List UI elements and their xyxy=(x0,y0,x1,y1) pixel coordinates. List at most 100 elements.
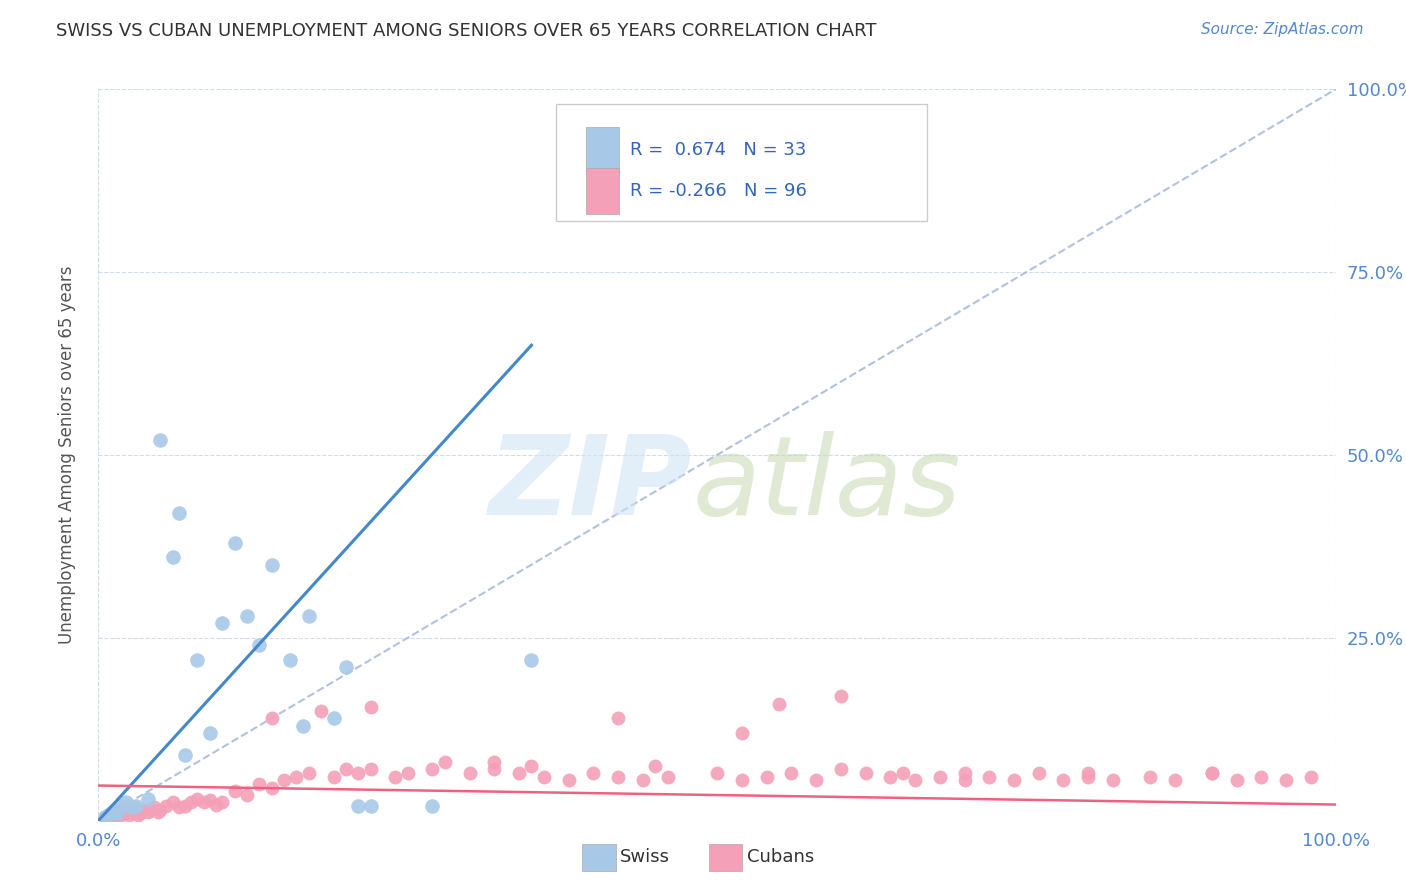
Point xyxy=(118,807,141,822)
Point xyxy=(1164,773,1187,788)
Point xyxy=(174,799,197,814)
Point xyxy=(247,638,270,652)
Point xyxy=(93,810,115,824)
Point xyxy=(298,766,321,780)
Point xyxy=(520,758,543,772)
Point xyxy=(508,766,530,780)
Point xyxy=(347,799,370,814)
Point xyxy=(224,535,246,549)
Point xyxy=(953,766,976,780)
FancyBboxPatch shape xyxy=(586,169,619,214)
Point xyxy=(396,766,419,780)
Point xyxy=(904,773,927,788)
Point xyxy=(360,763,382,777)
Point xyxy=(1028,766,1050,780)
Point xyxy=(260,711,283,725)
Point xyxy=(731,726,754,740)
Point xyxy=(117,803,139,817)
Point xyxy=(167,507,190,521)
Point xyxy=(1201,766,1223,780)
Point xyxy=(278,653,301,667)
Point xyxy=(322,711,344,725)
Point xyxy=(114,805,136,819)
Point xyxy=(110,807,132,822)
Point xyxy=(1299,770,1322,784)
Text: Swiss: Swiss xyxy=(620,848,671,866)
Point xyxy=(360,700,382,714)
Point xyxy=(1201,766,1223,780)
Point xyxy=(136,805,159,819)
Point xyxy=(309,704,332,718)
Text: R =  0.674   N = 33: R = 0.674 N = 33 xyxy=(630,141,807,159)
Point xyxy=(1102,773,1125,788)
Y-axis label: Unemployment Among Seniors over 65 years: Unemployment Among Seniors over 65 years xyxy=(58,266,76,644)
Point xyxy=(1077,770,1099,784)
Point xyxy=(198,793,221,807)
Point xyxy=(93,810,115,824)
Point xyxy=(458,766,481,780)
Point xyxy=(131,805,153,819)
Point xyxy=(273,773,295,788)
Point xyxy=(136,791,159,805)
Point xyxy=(1275,773,1298,788)
Text: SWISS VS CUBAN UNEMPLOYMENT AMONG SENIORS OVER 65 YEARS CORRELATION CHART: SWISS VS CUBAN UNEMPLOYMENT AMONG SENIOR… xyxy=(56,22,877,40)
Point xyxy=(422,763,444,777)
Point xyxy=(103,805,125,819)
Point xyxy=(830,690,852,704)
Point xyxy=(1226,773,1249,788)
Point xyxy=(162,796,184,810)
Point xyxy=(149,803,172,817)
Point xyxy=(484,763,506,777)
Point xyxy=(260,558,283,572)
Point xyxy=(322,770,344,784)
Point xyxy=(768,697,790,711)
Point xyxy=(384,770,406,784)
Point xyxy=(1250,770,1272,784)
Point xyxy=(1139,770,1161,784)
Point xyxy=(236,788,259,802)
Point xyxy=(247,777,270,791)
Point xyxy=(118,799,141,814)
Point xyxy=(112,806,135,821)
Point xyxy=(167,800,190,814)
Point xyxy=(105,803,128,817)
Point xyxy=(205,797,228,812)
Point xyxy=(155,799,177,814)
Point xyxy=(224,784,246,798)
Point xyxy=(143,800,166,814)
Point xyxy=(139,803,162,817)
Point xyxy=(186,653,208,667)
Point xyxy=(186,791,208,805)
Point xyxy=(1077,766,1099,780)
Point xyxy=(657,770,679,784)
Point xyxy=(533,770,555,784)
Point xyxy=(103,803,125,817)
Point xyxy=(557,773,579,788)
Text: ZIP: ZIP xyxy=(489,431,692,538)
Point xyxy=(149,434,172,448)
Point xyxy=(484,755,506,769)
Point xyxy=(105,806,128,821)
Point xyxy=(582,766,605,780)
Point xyxy=(127,807,149,822)
Point xyxy=(105,806,128,821)
Point xyxy=(162,550,184,565)
Point xyxy=(97,807,120,822)
Point xyxy=(107,805,129,819)
Point xyxy=(891,766,914,780)
Point xyxy=(122,805,145,819)
Point xyxy=(285,770,308,784)
Point xyxy=(433,755,456,769)
Text: R = -0.266   N = 96: R = -0.266 N = 96 xyxy=(630,182,807,200)
Point xyxy=(298,608,321,623)
Point xyxy=(335,660,357,674)
Point xyxy=(260,780,283,795)
Point xyxy=(291,718,314,732)
Point xyxy=(953,773,976,788)
Point xyxy=(755,770,778,784)
Point xyxy=(124,799,146,814)
Point xyxy=(928,770,950,784)
Point xyxy=(335,763,357,777)
Point xyxy=(146,805,169,819)
FancyBboxPatch shape xyxy=(557,103,928,221)
